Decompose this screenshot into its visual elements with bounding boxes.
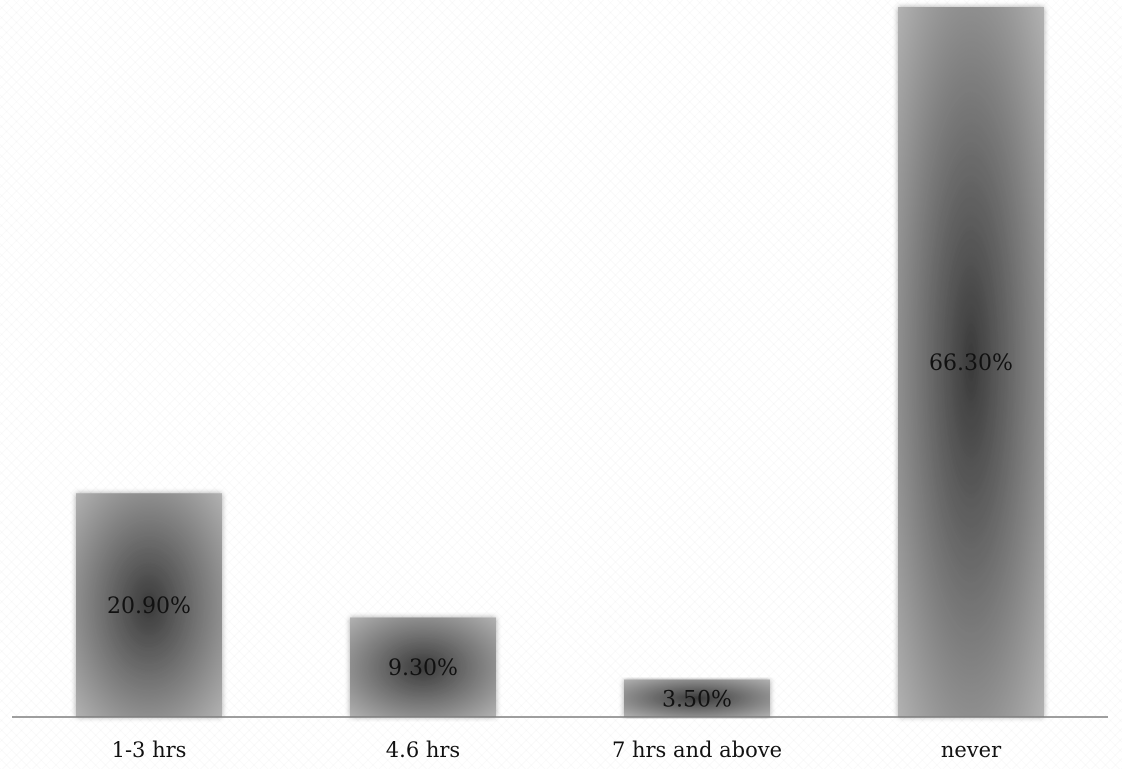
bar-3 <box>898 7 1044 717</box>
data-label-3: 66.30% <box>929 351 1013 376</box>
x-tick-label-3: never <box>941 738 1002 762</box>
x-tick-label-1: 4.6 hrs <box>386 738 460 762</box>
bar-2 <box>624 679 770 717</box>
bars-group <box>76 7 1044 717</box>
x-tick-label-0: 1-3 hrs <box>112 738 187 762</box>
data-labels-group: 20.90% 9.30% 3.50% 66.30% <box>107 351 1013 712</box>
x-tick-labels-group: 1-3 hrs 4.6 hrs 7 hrs and above never <box>112 738 1003 762</box>
bar-0 <box>76 493 222 717</box>
bar-1 <box>350 617 496 717</box>
data-label-1: 9.30% <box>388 656 458 681</box>
data-label-0: 20.90% <box>107 594 191 619</box>
x-tick-label-2: 7 hrs and above <box>612 738 782 762</box>
data-label-2: 3.50% <box>662 687 732 712</box>
